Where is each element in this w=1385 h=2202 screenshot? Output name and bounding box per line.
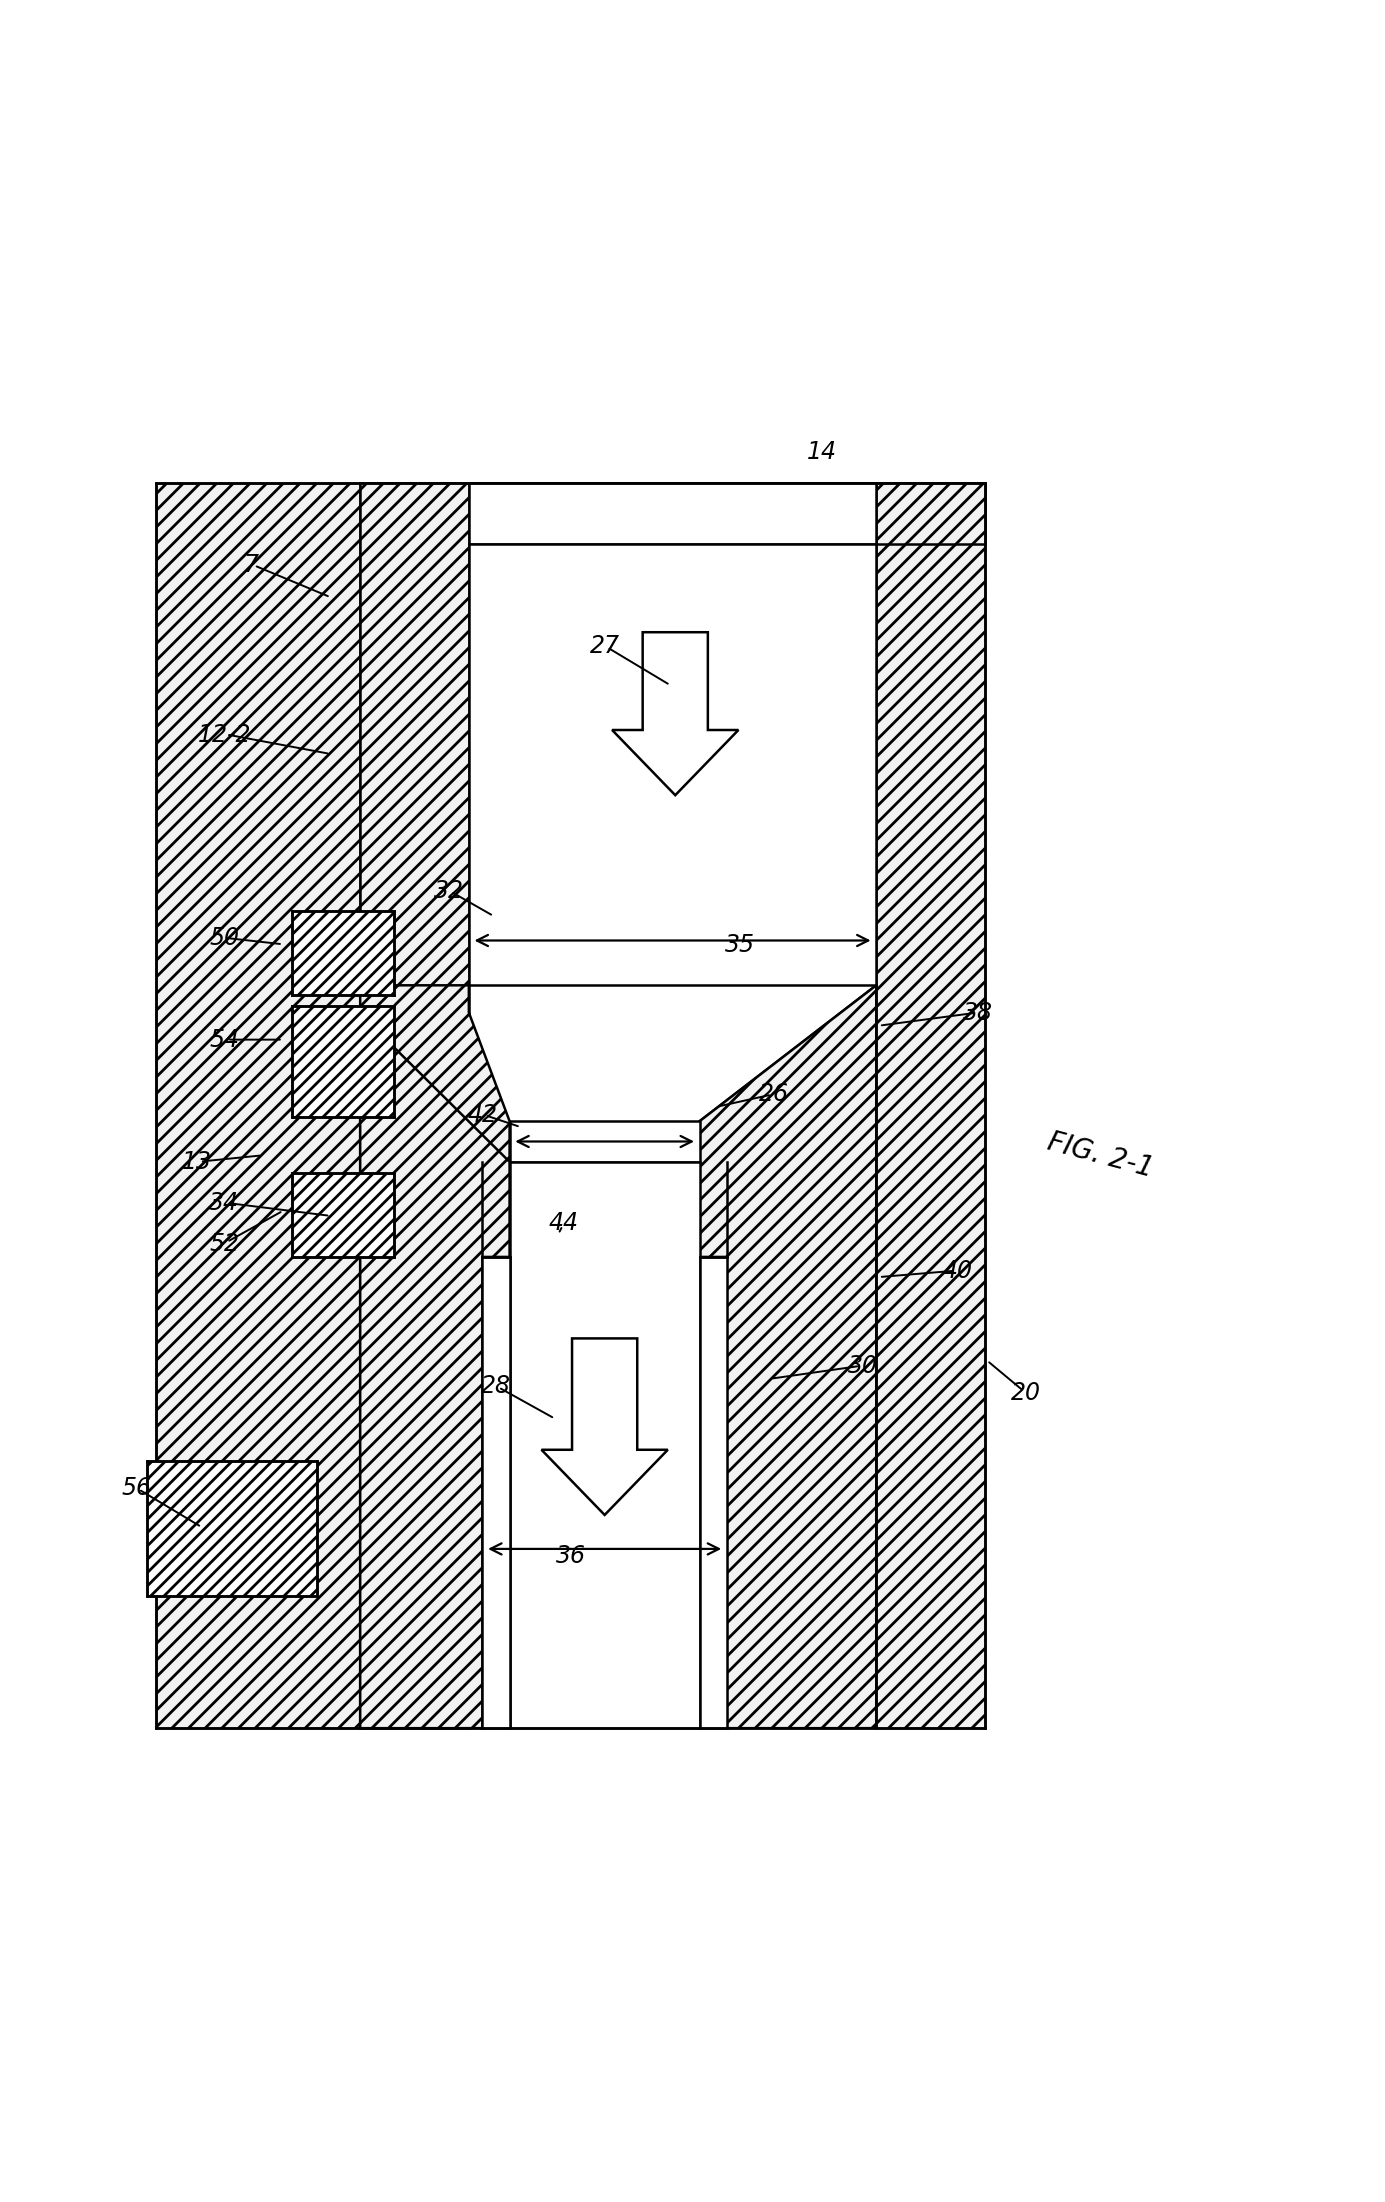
Polygon shape xyxy=(468,482,875,544)
Polygon shape xyxy=(699,986,875,1729)
Polygon shape xyxy=(468,544,875,986)
Text: 35: 35 xyxy=(724,934,755,958)
Text: 26: 26 xyxy=(759,1081,789,1105)
Polygon shape xyxy=(699,986,875,1729)
Polygon shape xyxy=(292,1174,393,1257)
Polygon shape xyxy=(542,1339,668,1515)
Text: 30: 30 xyxy=(848,1354,877,1378)
Polygon shape xyxy=(699,1257,726,1729)
Text: 32: 32 xyxy=(434,879,463,903)
Text: FIG. 2-1: FIG. 2-1 xyxy=(1044,1127,1155,1182)
Text: 50: 50 xyxy=(209,927,240,949)
Polygon shape xyxy=(360,482,468,1729)
Text: 42: 42 xyxy=(467,1103,497,1127)
Text: 14: 14 xyxy=(806,440,837,465)
Polygon shape xyxy=(510,1121,699,1163)
Text: 36: 36 xyxy=(555,1544,586,1568)
Polygon shape xyxy=(147,1460,317,1596)
Polygon shape xyxy=(157,482,360,1729)
Text: 20: 20 xyxy=(1010,1381,1040,1405)
Polygon shape xyxy=(360,1015,510,1729)
Polygon shape xyxy=(612,632,738,795)
Text: 27: 27 xyxy=(589,634,619,658)
Polygon shape xyxy=(482,1257,510,1729)
Polygon shape xyxy=(360,986,510,1729)
Polygon shape xyxy=(468,482,875,544)
Text: 44: 44 xyxy=(548,1211,579,1235)
Text: 12-2: 12-2 xyxy=(198,722,251,746)
Polygon shape xyxy=(292,1006,393,1116)
Text: 7: 7 xyxy=(244,553,259,577)
Text: 38: 38 xyxy=(963,1000,993,1024)
Text: 52: 52 xyxy=(209,1231,240,1255)
Text: 34: 34 xyxy=(209,1191,240,1216)
Text: 40: 40 xyxy=(942,1260,972,1284)
Text: 56: 56 xyxy=(120,1475,151,1500)
Polygon shape xyxy=(360,482,985,544)
Polygon shape xyxy=(510,1163,699,1729)
Polygon shape xyxy=(875,482,985,1729)
Text: 54: 54 xyxy=(209,1028,240,1053)
Text: 13: 13 xyxy=(181,1149,212,1174)
Polygon shape xyxy=(292,912,393,995)
Text: 28: 28 xyxy=(481,1374,511,1398)
